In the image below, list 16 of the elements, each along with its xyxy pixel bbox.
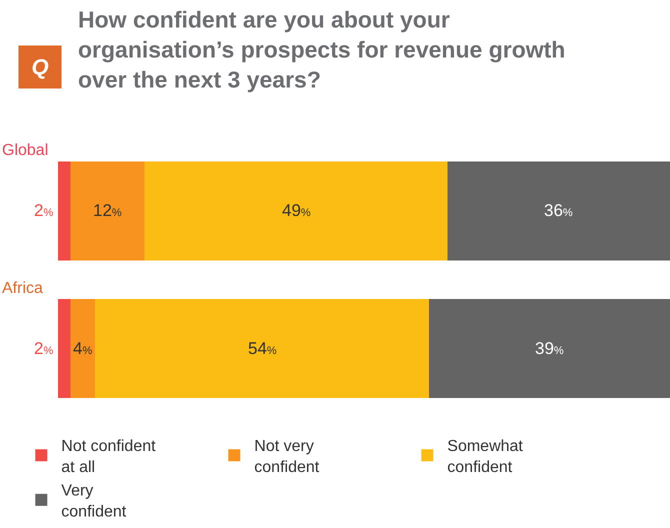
legend-label: Very confident: [61, 482, 127, 521]
y-tick-label: Africa: [2, 280, 43, 297]
data-label: 54%: [248, 339, 277, 358]
data-label: 49%: [282, 201, 311, 220]
data-label: 39%: [535, 339, 564, 358]
data-label: 12%: [93, 201, 122, 220]
y-tick-label: Global: [2, 142, 48, 159]
data-label: 4%: [73, 339, 92, 358]
data-label: 36%: [544, 201, 573, 220]
data-label: 2%: [34, 201, 54, 220]
legend-label: Somewhat confident: [447, 438, 524, 476]
legend-label: Not very confident: [254, 438, 320, 476]
legend-label: Not confident at all: [61, 438, 156, 476]
chart-title: How confident are you about your organisation’s prospects for revenue growth over the next 3 years?: [78, 6, 566, 92]
data-label: 2%: [34, 339, 54, 358]
text: Q: [31, 54, 49, 80]
